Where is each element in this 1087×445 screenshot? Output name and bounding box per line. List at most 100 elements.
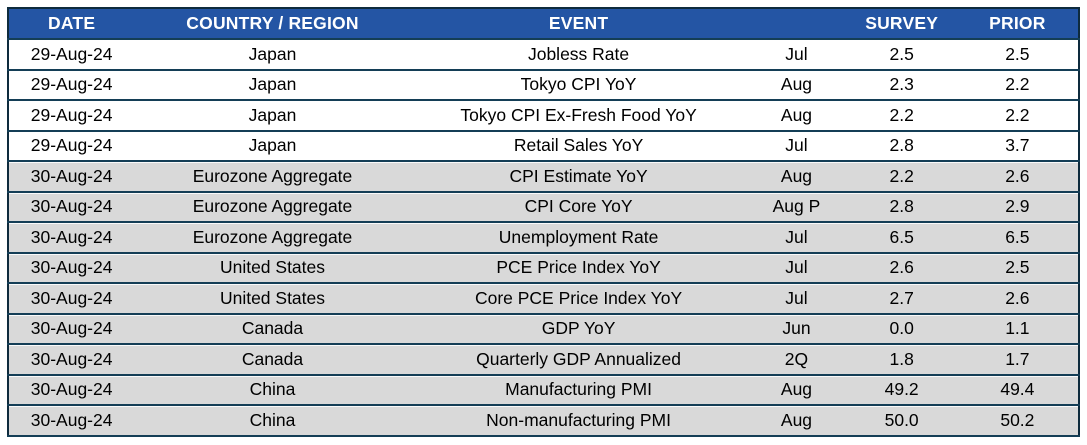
- cell-prior: 1.1: [956, 313, 1079, 344]
- cell-survey: 1.8: [846, 344, 957, 375]
- cell-event: Retail Sales YoY: [410, 130, 747, 161]
- cell-country: China: [134, 374, 411, 405]
- cell-period: Aug: [746, 374, 847, 405]
- cell-event: CPI Estimate YoY: [410, 161, 747, 192]
- table-body: 29-Aug-24 Japan Jobless Rate Jul 2.5 2.5…: [8, 39, 1079, 436]
- cell-prior: 2.2: [956, 69, 1079, 100]
- table-row: 29-Aug-24 Japan Tokyo CPI YoY Aug 2.3 2.…: [8, 69, 1079, 100]
- cell-prior: 2.5: [956, 39, 1079, 70]
- cell-country: Japan: [134, 130, 411, 161]
- table-row: 30-Aug-24 Canada GDP YoY Jun 0.0 1.1: [8, 313, 1079, 344]
- table-row: 30-Aug-24 China Manufacturing PMI Aug 49…: [8, 374, 1079, 405]
- col-header-period: [746, 8, 847, 39]
- cell-survey: 2.6: [846, 252, 957, 283]
- cell-date: 29-Aug-24: [8, 100, 135, 131]
- cell-prior: 2.9: [956, 191, 1079, 222]
- col-header-country-region: COUNTRY / REGION: [134, 8, 411, 39]
- cell-period: Aug P: [746, 191, 847, 222]
- cell-survey: 2.5: [846, 39, 957, 70]
- cell-date: 29-Aug-24: [8, 39, 135, 70]
- cell-period: Aug: [746, 100, 847, 131]
- cell-prior: 2.5: [956, 252, 1079, 283]
- economic-calendar: DATE COUNTRY / REGION EVENT SURVEY PRIOR…: [7, 7, 1080, 437]
- cell-date: 30-Aug-24: [8, 283, 135, 314]
- cell-survey: 2.8: [846, 191, 957, 222]
- cell-country: Japan: [134, 69, 411, 100]
- cell-event: Quarterly GDP Annualized: [410, 344, 747, 375]
- cell-survey: 2.8: [846, 130, 957, 161]
- cell-event: Unemployment Rate: [410, 222, 747, 253]
- cell-date: 30-Aug-24: [8, 191, 135, 222]
- cell-event: Tokyo CPI YoY: [410, 69, 747, 100]
- cell-survey: 6.5: [846, 222, 957, 253]
- cell-event: Jobless Rate: [410, 39, 747, 70]
- col-header-date: DATE: [8, 8, 135, 39]
- cell-survey: 49.2: [846, 374, 957, 405]
- cell-period: Aug: [746, 405, 847, 436]
- cell-period: Aug: [746, 161, 847, 192]
- cell-prior: 49.4: [956, 374, 1079, 405]
- table-row: 30-Aug-24 Eurozone Aggregate CPI Estimat…: [8, 161, 1079, 192]
- cell-period: Aug: [746, 69, 847, 100]
- cell-event: Non-manufacturing PMI: [410, 405, 747, 436]
- cell-country: Japan: [134, 100, 411, 131]
- cell-country: Eurozone Aggregate: [134, 161, 411, 192]
- table-row: 29-Aug-24 Japan Tokyo CPI Ex-Fresh Food …: [8, 100, 1079, 131]
- cell-survey: 0.0: [846, 313, 957, 344]
- table-row: 30-Aug-24 Canada Quarterly GDP Annualize…: [8, 344, 1079, 375]
- cell-survey: 50.0: [846, 405, 957, 436]
- cell-date: 30-Aug-24: [8, 344, 135, 375]
- col-header-event: EVENT: [410, 8, 747, 39]
- table-row: 30-Aug-24 Eurozone Aggregate Unemploymen…: [8, 222, 1079, 253]
- cell-date: 30-Aug-24: [8, 313, 135, 344]
- cell-survey: 2.7: [846, 283, 957, 314]
- cell-period: Jul: [746, 39, 847, 70]
- col-header-survey: SURVEY: [846, 8, 957, 39]
- cell-country: Eurozone Aggregate: [134, 191, 411, 222]
- cell-date: 30-Aug-24: [8, 161, 135, 192]
- table-row: 30-Aug-24 United States PCE Price Index …: [8, 252, 1079, 283]
- cell-date: 30-Aug-24: [8, 252, 135, 283]
- economic-calendar-table: DATE COUNTRY / REGION EVENT SURVEY PRIOR…: [7, 7, 1080, 437]
- cell-country: United States: [134, 283, 411, 314]
- cell-period: Jul: [746, 222, 847, 253]
- cell-prior: 6.5: [956, 222, 1079, 253]
- cell-country: Eurozone Aggregate: [134, 222, 411, 253]
- cell-period: Jul: [746, 252, 847, 283]
- cell-period: 2Q: [746, 344, 847, 375]
- table-header-row: DATE COUNTRY / REGION EVENT SURVEY PRIOR: [8, 8, 1079, 39]
- cell-period: Jul: [746, 283, 847, 314]
- cell-date: 29-Aug-24: [8, 130, 135, 161]
- cell-prior: 3.7: [956, 130, 1079, 161]
- cell-survey: 2.2: [846, 100, 957, 131]
- cell-event: CPI Core YoY: [410, 191, 747, 222]
- cell-country: United States: [134, 252, 411, 283]
- cell-prior: 2.2: [956, 100, 1079, 131]
- cell-period: Jun: [746, 313, 847, 344]
- table-row: 30-Aug-24 China Non-manufacturing PMI Au…: [8, 405, 1079, 436]
- table-row: 29-Aug-24 Japan Jobless Rate Jul 2.5 2.5: [8, 39, 1079, 70]
- table-row: 30-Aug-24 Eurozone Aggregate CPI Core Yo…: [8, 191, 1079, 222]
- cell-prior: 1.7: [956, 344, 1079, 375]
- cell-survey: 2.3: [846, 69, 957, 100]
- cell-country: Canada: [134, 313, 411, 344]
- cell-prior: 2.6: [956, 161, 1079, 192]
- cell-country: Canada: [134, 344, 411, 375]
- cell-event: Tokyo CPI Ex-Fresh Food YoY: [410, 100, 747, 131]
- cell-date: 30-Aug-24: [8, 222, 135, 253]
- cell-date: 29-Aug-24: [8, 69, 135, 100]
- cell-survey: 2.2: [846, 161, 957, 192]
- cell-event: Manufacturing PMI: [410, 374, 747, 405]
- table-row: 29-Aug-24 Japan Retail Sales YoY Jul 2.8…: [8, 130, 1079, 161]
- cell-country: China: [134, 405, 411, 436]
- table-row: 30-Aug-24 United States Core PCE Price I…: [8, 283, 1079, 314]
- cell-country: Japan: [134, 39, 411, 70]
- cell-period: Jul: [746, 130, 847, 161]
- cell-prior: 2.6: [956, 283, 1079, 314]
- col-header-prior: PRIOR: [956, 8, 1079, 39]
- cell-event: Core PCE Price Index YoY: [410, 283, 747, 314]
- cell-event: PCE Price Index YoY: [410, 252, 747, 283]
- cell-date: 30-Aug-24: [8, 405, 135, 436]
- cell-event: GDP YoY: [410, 313, 747, 344]
- cell-prior: 50.2: [956, 405, 1079, 436]
